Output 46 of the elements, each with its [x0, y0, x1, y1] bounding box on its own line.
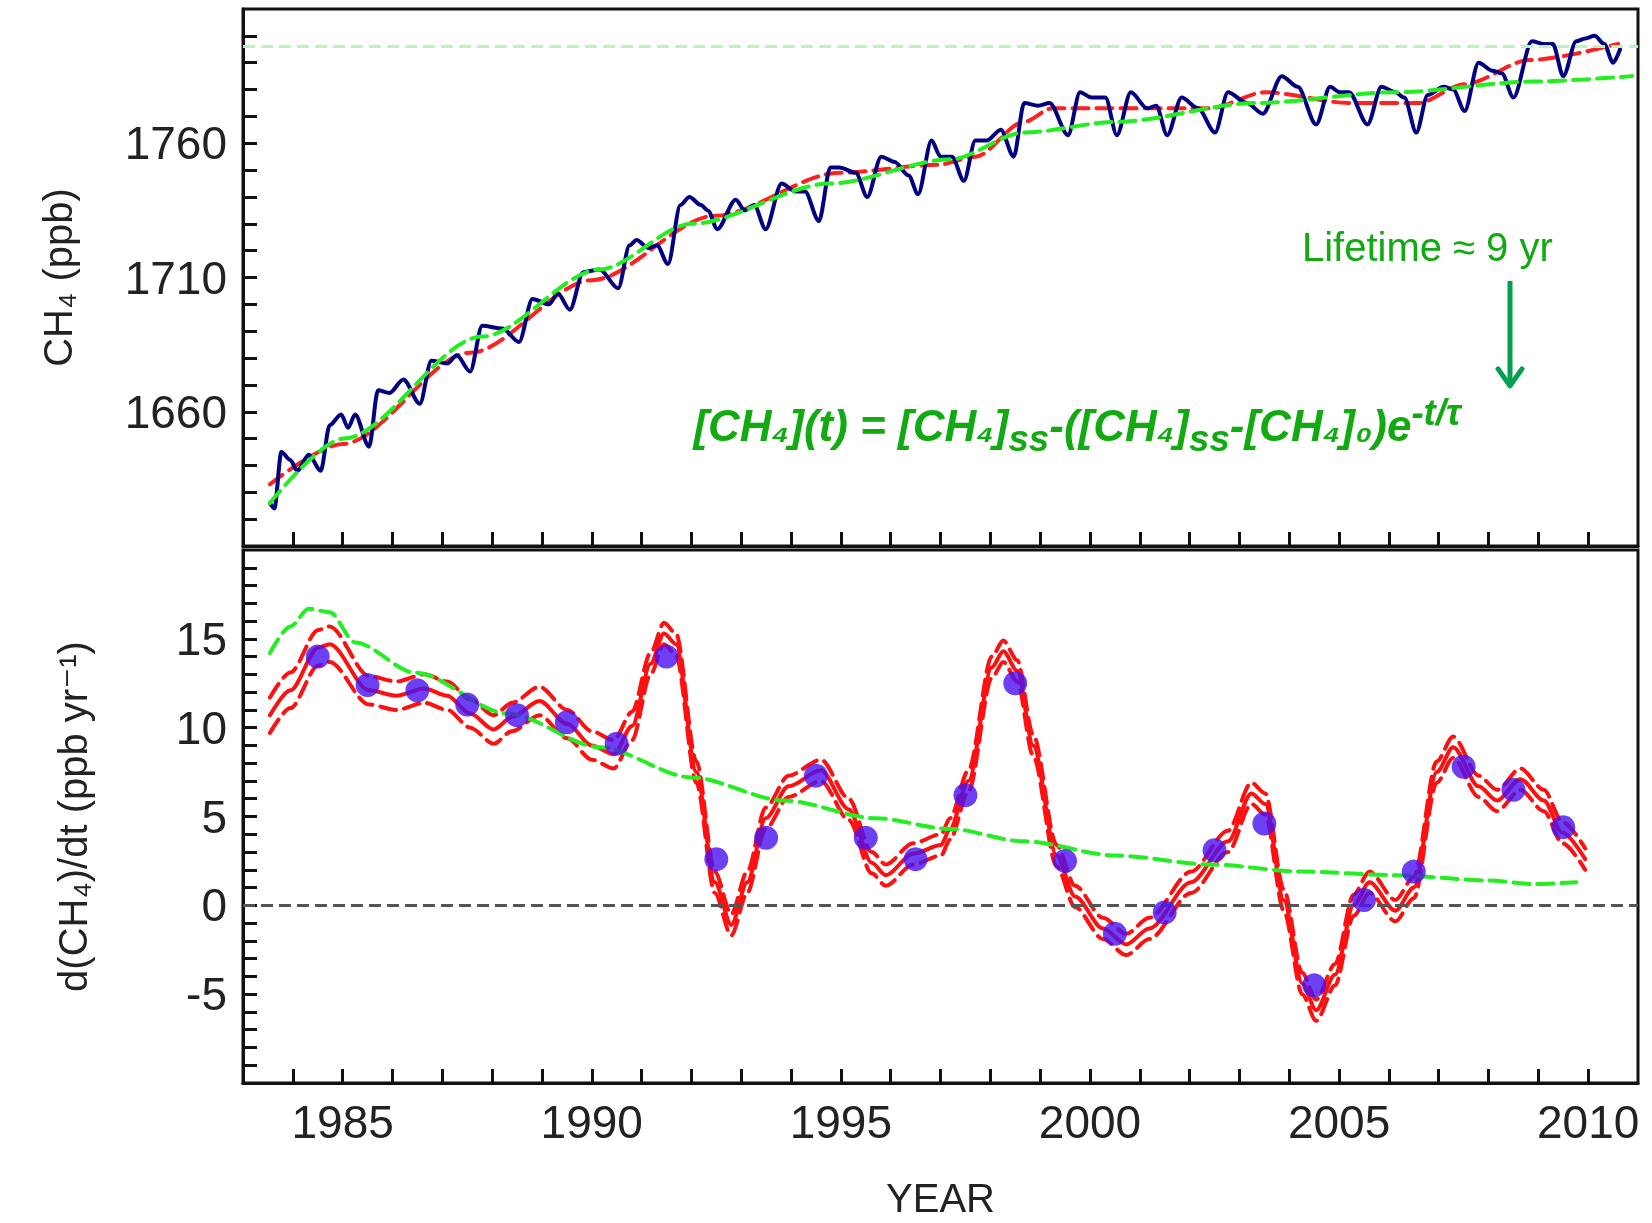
point	[754, 825, 779, 850]
point	[305, 644, 330, 669]
point	[604, 731, 629, 756]
x-tick-label: 1995	[789, 1096, 893, 1148]
point	[1302, 973, 1327, 998]
point	[1202, 838, 1227, 863]
annotation: [CH₄](t) = [CH₄]$_{ss}$-([CH₄]$_{ss}$-[CH₄]₀)e$^{-t/τ}$	[693, 391, 1461, 461]
line-series	[267, 606, 1579, 887]
x-tick-label: 1990	[540, 1096, 643, 1148]
x-tick-label: 2010	[1537, 1096, 1640, 1148]
point	[554, 710, 579, 735]
point	[704, 847, 729, 872]
annotation: Lifetime ≈ 9 yr	[1301, 224, 1553, 272]
point	[455, 692, 480, 717]
point	[405, 678, 430, 703]
point	[1102, 921, 1127, 946]
y-tick-label: -5	[186, 968, 227, 1021]
point	[803, 763, 828, 788]
y-tick-label: 1710	[124, 251, 227, 304]
point	[1252, 811, 1277, 836]
y-tick-label: 15	[175, 612, 227, 665]
point	[1003, 671, 1028, 696]
x-tick-label: 1985	[291, 1096, 394, 1148]
point	[1152, 900, 1177, 925]
y-tick-label: 10	[175, 701, 227, 754]
y-axis-title: CH₄ (ppb)	[36, 188, 80, 367]
y-tick-label: 1760	[124, 117, 227, 170]
x-axis-title: YEAR	[886, 1176, 995, 1220]
x-tick-label: 2000	[1038, 1096, 1142, 1148]
point	[355, 673, 380, 698]
point	[853, 825, 878, 850]
point	[1551, 815, 1576, 840]
point	[1401, 859, 1426, 884]
point	[903, 847, 928, 872]
point	[1352, 888, 1376, 912]
point	[1451, 754, 1476, 779]
point	[1053, 848, 1078, 873]
point	[1501, 777, 1526, 802]
x-tick-label: 2005	[1287, 1096, 1391, 1148]
point	[654, 644, 679, 669]
point	[953, 783, 978, 808]
y-tick-label: 1660	[124, 385, 227, 438]
y-tick-label: 5	[201, 790, 227, 843]
y-axis-title: d(CH₄)/dt (ppb yr⁻¹)	[51, 641, 95, 992]
point	[505, 703, 530, 728]
y-tick-label: 0	[201, 879, 227, 932]
